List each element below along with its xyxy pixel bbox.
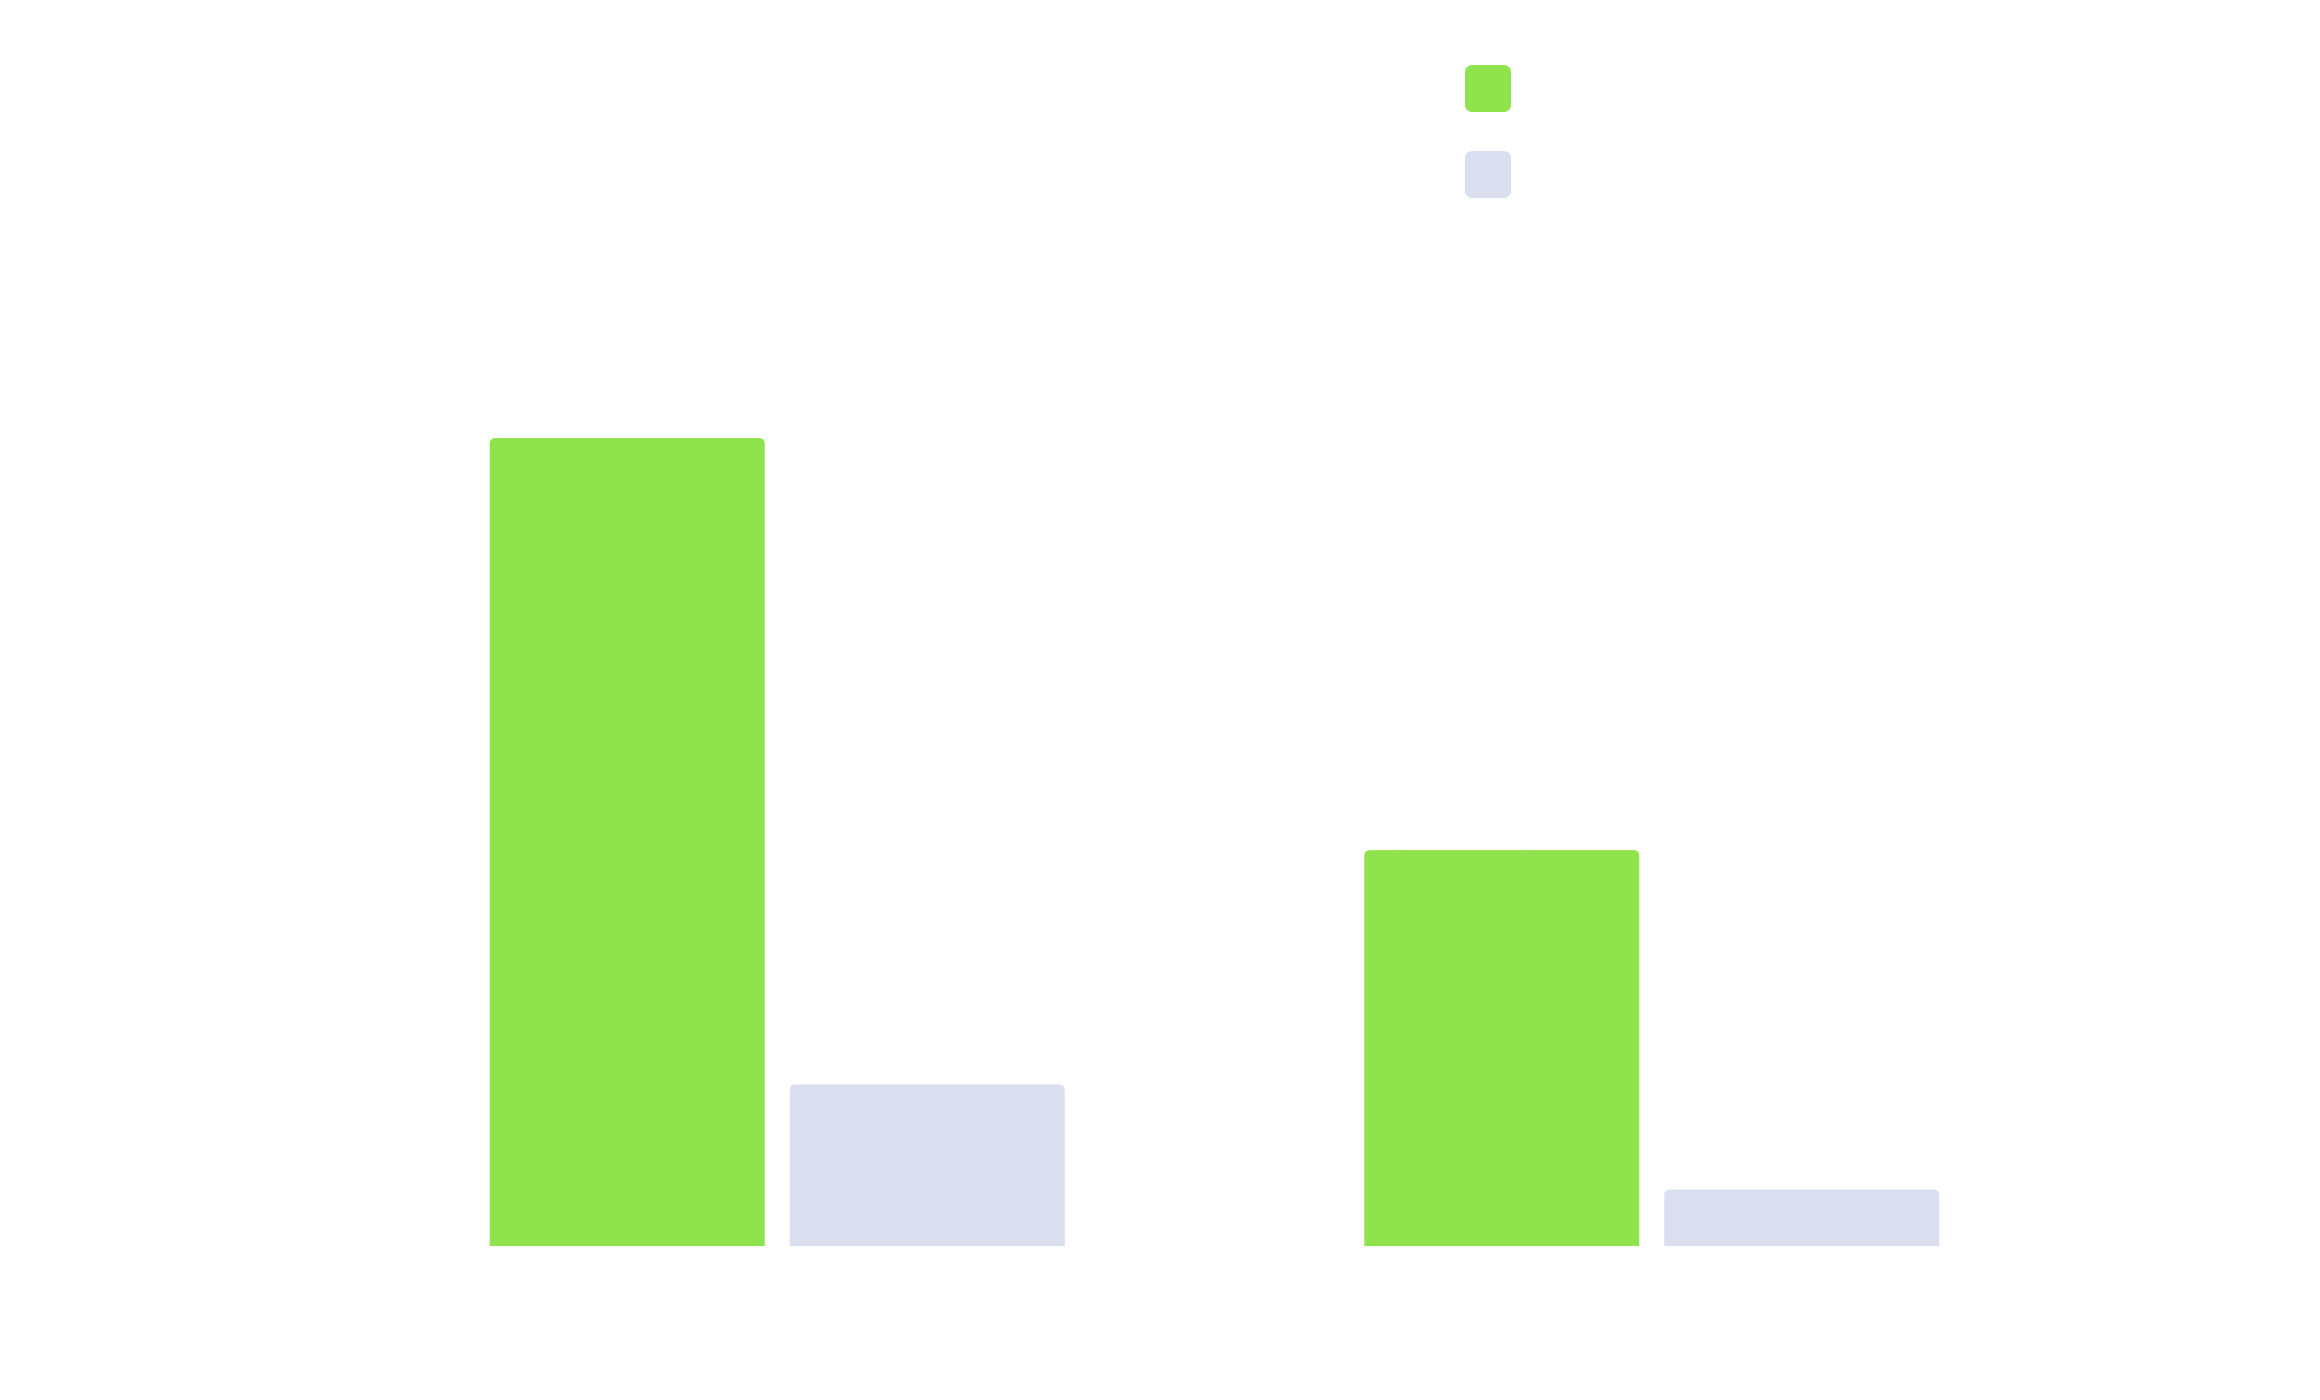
- legend-swatch: [1465, 151, 1511, 198]
- bar: [789, 1084, 1065, 1246]
- bar: [489, 438, 765, 1246]
- bar: [1664, 1189, 1940, 1246]
- legend-swatch: [1465, 65, 1511, 112]
- bar: [1364, 850, 1640, 1246]
